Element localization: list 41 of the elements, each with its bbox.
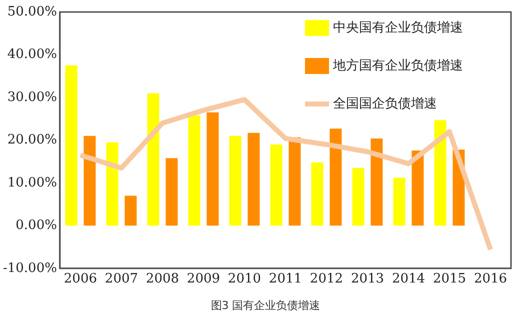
x-tick-label: 2010 — [228, 272, 262, 287]
bar — [352, 168, 364, 226]
bar — [106, 142, 118, 226]
bar — [206, 112, 219, 226]
legend-label: 中央国有企业负债增速 — [333, 20, 463, 36]
bar — [229, 136, 242, 226]
y-tick-label: 0.00% — [16, 218, 57, 234]
y-tick-label: 40.00% — [7, 47, 57, 62]
x-tick-label: 2015 — [432, 272, 466, 287]
y-tick-label: 50.00% — [7, 4, 57, 20]
x-tick-label: 2009 — [186, 272, 220, 287]
bar — [84, 136, 96, 226]
y-tick-label: 10.00% — [7, 175, 57, 190]
x-tick-label: 2012 — [310, 272, 344, 287]
bar — [288, 137, 301, 226]
y-tick-label: -10.00% — [2, 260, 57, 276]
caption: 图3 国有企业负债增速 — [210, 298, 322, 313]
bar — [434, 120, 446, 226]
x-tick-label: 2007 — [104, 272, 138, 287]
x-tick-label: 2014 — [392, 272, 426, 287]
bar — [147, 93, 160, 226]
legend-label: 地方国有企业负债增速 — [332, 57, 463, 74]
x-tick-label: 2008 — [146, 272, 180, 287]
x-tick-label: 2016 — [474, 272, 508, 287]
bar — [248, 132, 260, 226]
bar — [311, 162, 324, 226]
bar — [412, 150, 424, 226]
x-tick-label: 2011 — [268, 272, 302, 287]
y-tick-label: 20.00% — [7, 132, 57, 148]
bar — [124, 196, 137, 226]
bar — [65, 65, 78, 226]
bar — [330, 128, 342, 226]
bar — [370, 138, 383, 226]
bar — [188, 115, 200, 226]
bar — [166, 158, 178, 226]
bar — [270, 144, 282, 226]
bar — [393, 178, 406, 226]
x-tick-label: 2013 — [350, 272, 384, 287]
x-tick-label: 2006 — [64, 272, 98, 287]
legend-label: 全国国企负债增速 — [333, 96, 437, 112]
y-tick-label: 30.00% — [7, 90, 57, 105]
